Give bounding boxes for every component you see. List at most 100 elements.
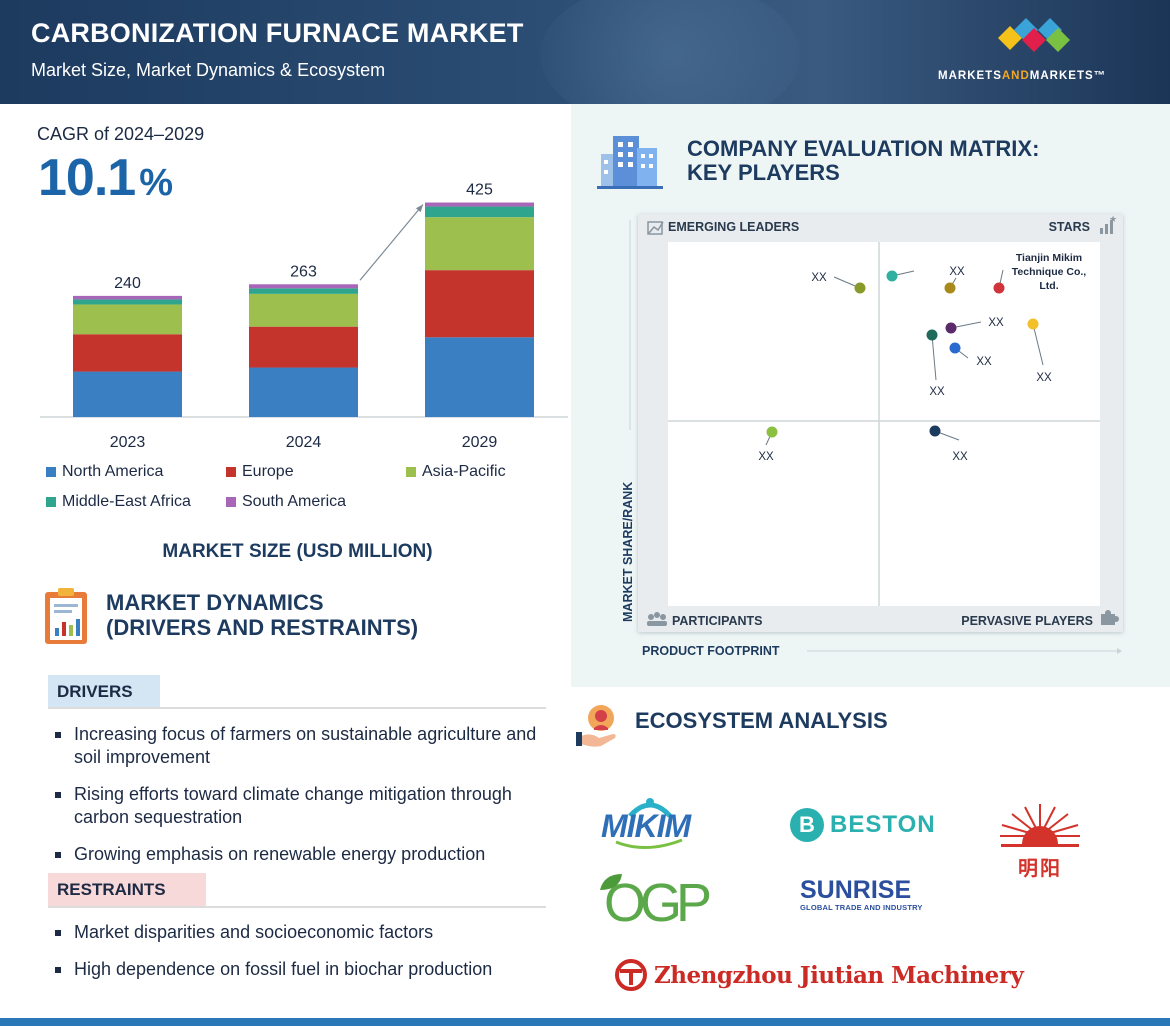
player-label: XX	[929, 386, 945, 398]
participants-icon	[647, 612, 667, 626]
player-dot	[766, 426, 778, 438]
stars-icon: ★	[1100, 214, 1117, 234]
emerging-leaders-icon	[647, 221, 664, 235]
player-label: XX	[976, 356, 992, 368]
bar-segment	[73, 334, 182, 372]
category-label: 2023	[110, 434, 146, 451]
brand-prefix: MARKETS	[938, 70, 1002, 82]
restraint-item: Market disparities and socioeconomic fac…	[54, 921, 554, 944]
player-marker: XX	[1027, 318, 1052, 384]
player-dot	[926, 329, 938, 341]
matrix-title-line2: KEY PLAYERS	[687, 160, 840, 185]
player-dot	[854, 282, 866, 294]
quadrant-pervasive-players: PERVASIVE PLAYERS	[961, 614, 1093, 628]
brand-name: MARKETSANDMARKETS™	[938, 70, 1106, 82]
bar-segment	[73, 371, 182, 417]
legend-swatch	[406, 467, 416, 477]
brand-diamonds-icon	[998, 18, 1070, 52]
mingyang-sun-icon	[1000, 804, 1080, 847]
cagr-value: 10.1%	[38, 148, 173, 208]
clipboard-chart-icon	[45, 588, 87, 644]
legend-swatch	[226, 467, 236, 477]
mingyang-wordmark: 明阳	[1018, 856, 1062, 880]
brand-logo: MARKETSANDMARKETS™	[938, 18, 1128, 88]
player-label: XX	[758, 451, 774, 463]
brand-and: AND	[1001, 70, 1030, 82]
quadrant-emerging-leaders: EMERGING LEADERS	[668, 220, 799, 234]
mikim-swoosh-icon	[615, 838, 683, 850]
ogp-leaf-icon	[600, 874, 622, 890]
page-title: CARBONIZATION FURNACE MARKET	[31, 18, 524, 48]
player-dot	[944, 282, 956, 294]
mikim-logo: MIKIM	[601, 808, 691, 844]
driver-item: Rising efforts toward climate change mit…	[54, 783, 554, 829]
driver-item: Growing emphasis on renewable energy pro…	[54, 843, 554, 866]
footer-bar	[0, 1018, 1170, 1026]
building-icon	[597, 136, 663, 189]
drivers-list: Increasing focus of farmers on sustainab…	[54, 723, 554, 866]
chart-legend: North America Europe Asia-Pacific Middle-Ea…	[46, 463, 566, 523]
header-banner: CARBONIZATION FURNACE MARKET Market Size…	[0, 0, 1170, 104]
legend-item: Asia-Pacific	[406, 463, 506, 481]
header-decoration	[540, 0, 800, 104]
beston-wordmark: BESTON	[830, 811, 936, 838]
drivers-tag: DRIVERS	[48, 675, 160, 709]
player-leader-line	[1032, 323, 1044, 366]
jiutian-wordmark: Zhengzhou Jiutian Machinery	[654, 961, 1024, 989]
legend-swatch	[226, 497, 236, 507]
restraints-list: Market disparities and socioeconomic fac…	[54, 921, 554, 981]
legend-label: Asia-Pacific	[422, 463, 506, 480]
sunrise-wordmark: SUNRISE	[800, 876, 912, 904]
player-marker: XX	[758, 426, 778, 463]
player-dot	[945, 322, 957, 334]
player-marker: XX	[811, 272, 866, 294]
drivers-divider	[48, 707, 546, 709]
sunrise-logo: SUNRISE GLOBAL TRADE AND INDUSTRY	[800, 876, 930, 912]
sunrise-tagline: GLOBAL TRADE AND INDUSTRY	[800, 903, 923, 912]
svg-text:★: ★	[1109, 214, 1117, 224]
player-dot	[929, 425, 941, 437]
player-dot	[886, 270, 898, 282]
brand-suffix: MARKETS™	[1029, 70, 1107, 82]
page-subtitle: Market Size, Market Dynamics & Ecosystem	[31, 60, 386, 80]
category-label: 2029	[462, 434, 498, 451]
legend-swatch	[46, 467, 56, 477]
bar-segment	[73, 304, 182, 335]
restraints-tag: RESTRAINTS	[48, 873, 206, 907]
matrix-plot-area	[668, 242, 1100, 606]
cagr-unit: %	[139, 162, 173, 204]
x-axis-label: PRODUCT FOOTPRINT	[642, 644, 780, 658]
legend-label: North America	[62, 463, 164, 480]
legend-item: Europe	[226, 463, 294, 481]
jiutian-logo: Zhengzhou Jiutian Machinery	[614, 958, 1024, 992]
bar-segment	[425, 202, 534, 207]
bar-segment	[73, 299, 182, 305]
player-marker: XX	[926, 329, 945, 398]
player-label: Tianjin Mikim Technique Co., Ltd.	[1012, 252, 1087, 292]
ecosystem-title: ECOSYSTEM ANALYSIS	[635, 708, 888, 733]
legend-item: Middle-East Africa	[46, 493, 191, 511]
cagr-label: CAGR of 2024–2029	[37, 124, 205, 144]
jiutian-emblem-icon	[615, 959, 647, 991]
player-leader-line	[931, 334, 937, 381]
mikim-gear-icon	[628, 798, 672, 818]
category-label: 2024	[286, 434, 322, 451]
market-dynamics-title: MARKET DYNAMICS (DRIVERS AND RESTRAINTS)	[106, 590, 418, 640]
legend-item: South America	[226, 493, 346, 511]
quadrant-participants: PARTICIPANTS	[672, 614, 763, 628]
player-dot	[1027, 318, 1039, 330]
bar-segment	[249, 288, 358, 294]
matrix-title: COMPANY EVALUATION MATRIX: KEY PLAYERS	[687, 137, 1039, 185]
restraints-divider	[48, 906, 546, 908]
growth-arrowhead	[415, 204, 423, 213]
bar-total-label: 240	[114, 275, 141, 292]
bar-segment	[249, 293, 358, 327]
x-axis-arrowhead	[1117, 648, 1122, 654]
player-dot	[993, 282, 1005, 294]
bar-segment	[425, 270, 534, 338]
bar-segment	[73, 295, 182, 300]
y-axis-label: MARKET SHARE/RANK	[621, 482, 635, 622]
matrix-title-line1: COMPANY EVALUATION MATRIX:	[687, 136, 1040, 161]
restraint-item: High dependence on fossil fuel in biocha…	[54, 958, 554, 981]
beston-logo: B BESTON	[790, 808, 936, 842]
